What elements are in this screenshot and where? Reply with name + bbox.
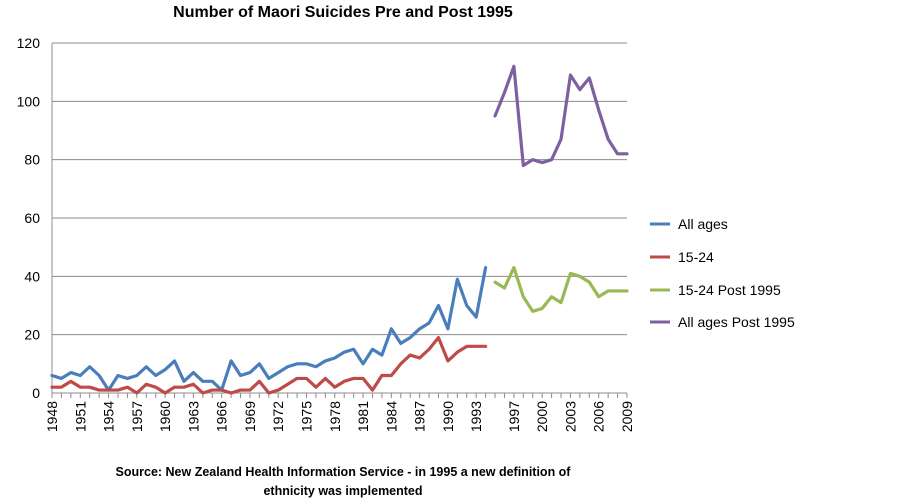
x-tick-label: 1987 [412,401,428,432]
legend-label-3: All ages Post 1995 [678,314,795,330]
x-tick-label: 1963 [185,401,201,432]
x-tick-label: 1951 [72,401,88,432]
y-tick-label: 60 [24,210,40,226]
legend-label-2: 15-24 Post 1995 [678,282,781,298]
x-tick-label: 1960 [157,401,173,432]
x-tick-label: 1990 [440,401,456,432]
legend: All ages 15-24 15-24 Post 1995 All ages Pos… [650,216,795,330]
x-tick-label: 1975 [299,401,315,432]
x-tick-label: 2006 [591,401,607,432]
series-line-2 [493,265,629,313]
y-axis: 0 20 40 60 80 100 120 [17,35,53,401]
chart-title: Number of Maori Suicides Pre and Post 19… [173,4,513,21]
series-line-3 [493,64,629,168]
x-tick-label: 1948 [44,401,60,432]
x-tick-label: 1969 [242,401,258,432]
x-tick-label: 1972 [270,401,286,432]
x-tick-label: 1984 [383,401,399,432]
y-tick-label: 0 [32,385,40,401]
source-note-line-1: Source: New Zealand Health Information S… [116,465,572,479]
series-line-0 [50,265,488,392]
y-tick-label: 80 [24,152,40,168]
legend-label-0: All ages [678,216,728,232]
y-tick-label: 20 [24,327,40,343]
series-line-1 [50,335,488,395]
x-tick-label: 2000 [534,401,550,432]
x-tick-label: 2003 [562,401,578,432]
legend-label-1: 15-24 [678,249,714,265]
y-tick-label: 120 [17,35,41,51]
x-tick-label: 1978 [327,401,343,432]
x-tick-label: 2009 [619,401,635,432]
source-note-line-2: ethnicity was implemented [263,484,422,498]
x-tick-label: 1993 [468,401,484,432]
x-tick-label: 1957 [129,401,145,432]
x-tick-label: 1954 [101,401,117,432]
x-tick-label: 1981 [355,401,371,432]
x-tick-label: 1997 [506,401,522,432]
x-axis: 1948 1951 1954 1957 1960 1963 1966 1969 1972 1975… [44,392,635,432]
gridlines [52,42,627,336]
y-tick-label: 100 [17,93,41,109]
x-tick-label: 1966 [214,401,230,432]
series-group [50,64,629,395]
y-tick-label: 40 [24,268,40,284]
